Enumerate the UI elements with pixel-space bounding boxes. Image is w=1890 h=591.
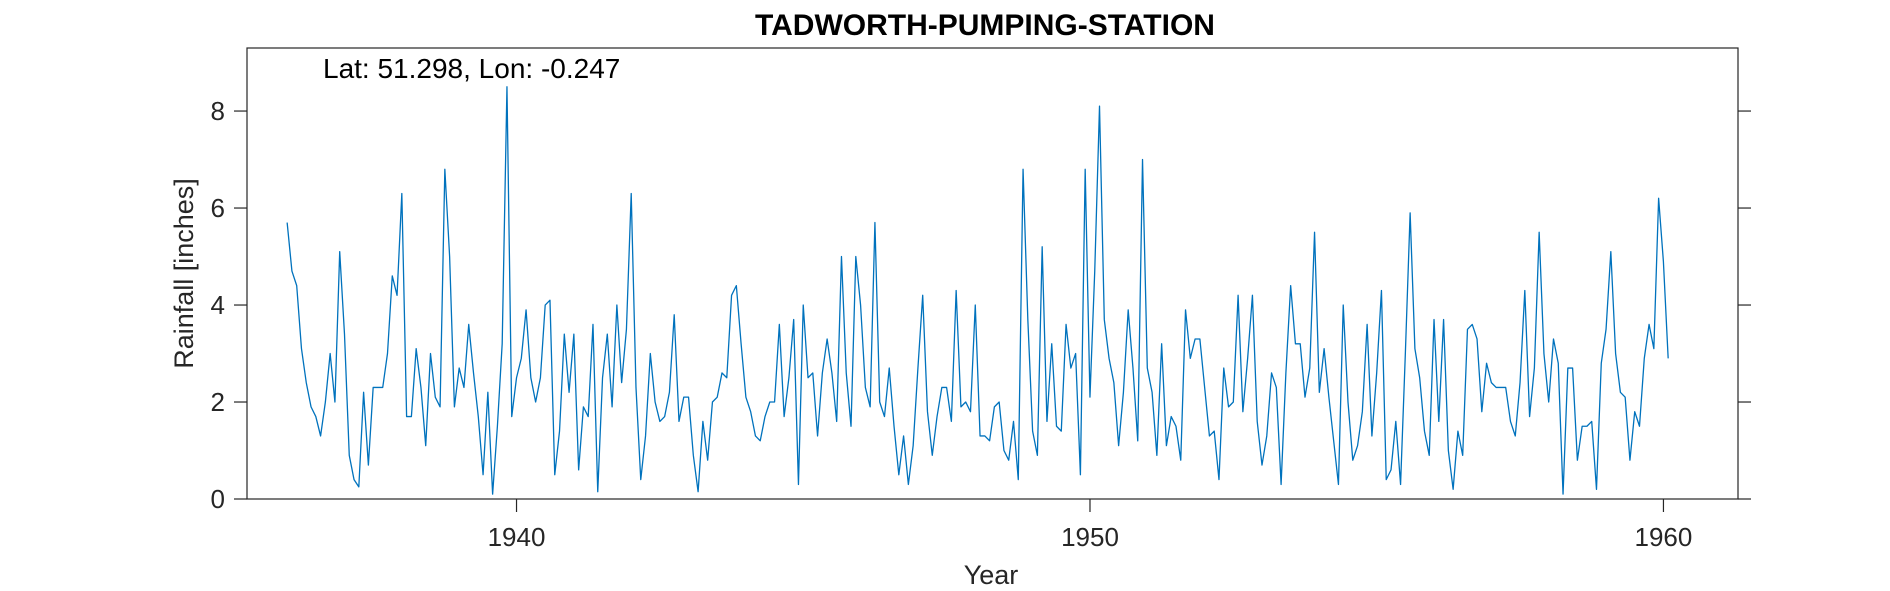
x-tick-label: 1960 (1635, 522, 1693, 552)
y-tick-label: 0 (211, 484, 225, 514)
y-tick-label: 8 (211, 96, 225, 126)
location-annotation: Lat: 51.298, Lon: -0.247 (323, 53, 620, 84)
axis-tick-labels: 1940 1950 1960 0 2 4 6 8 (211, 96, 1693, 552)
data-series (286, 86, 1669, 495)
y-axis-label: Rainfall [inches] (169, 178, 199, 369)
rainfall-series-line (286, 86, 1669, 495)
y-tick-label: 2 (211, 387, 225, 417)
x-tick-label: 1950 (1061, 522, 1119, 552)
y-tick-label: 4 (211, 290, 225, 320)
chart-title: TADWORTH-PUMPING-STATION (755, 9, 1215, 42)
axis-ticks (234, 110, 1751, 512)
x-tick-label: 1940 (488, 522, 546, 552)
x-axis-label: Year (964, 560, 1019, 590)
y-tick-label: 6 (211, 193, 225, 223)
